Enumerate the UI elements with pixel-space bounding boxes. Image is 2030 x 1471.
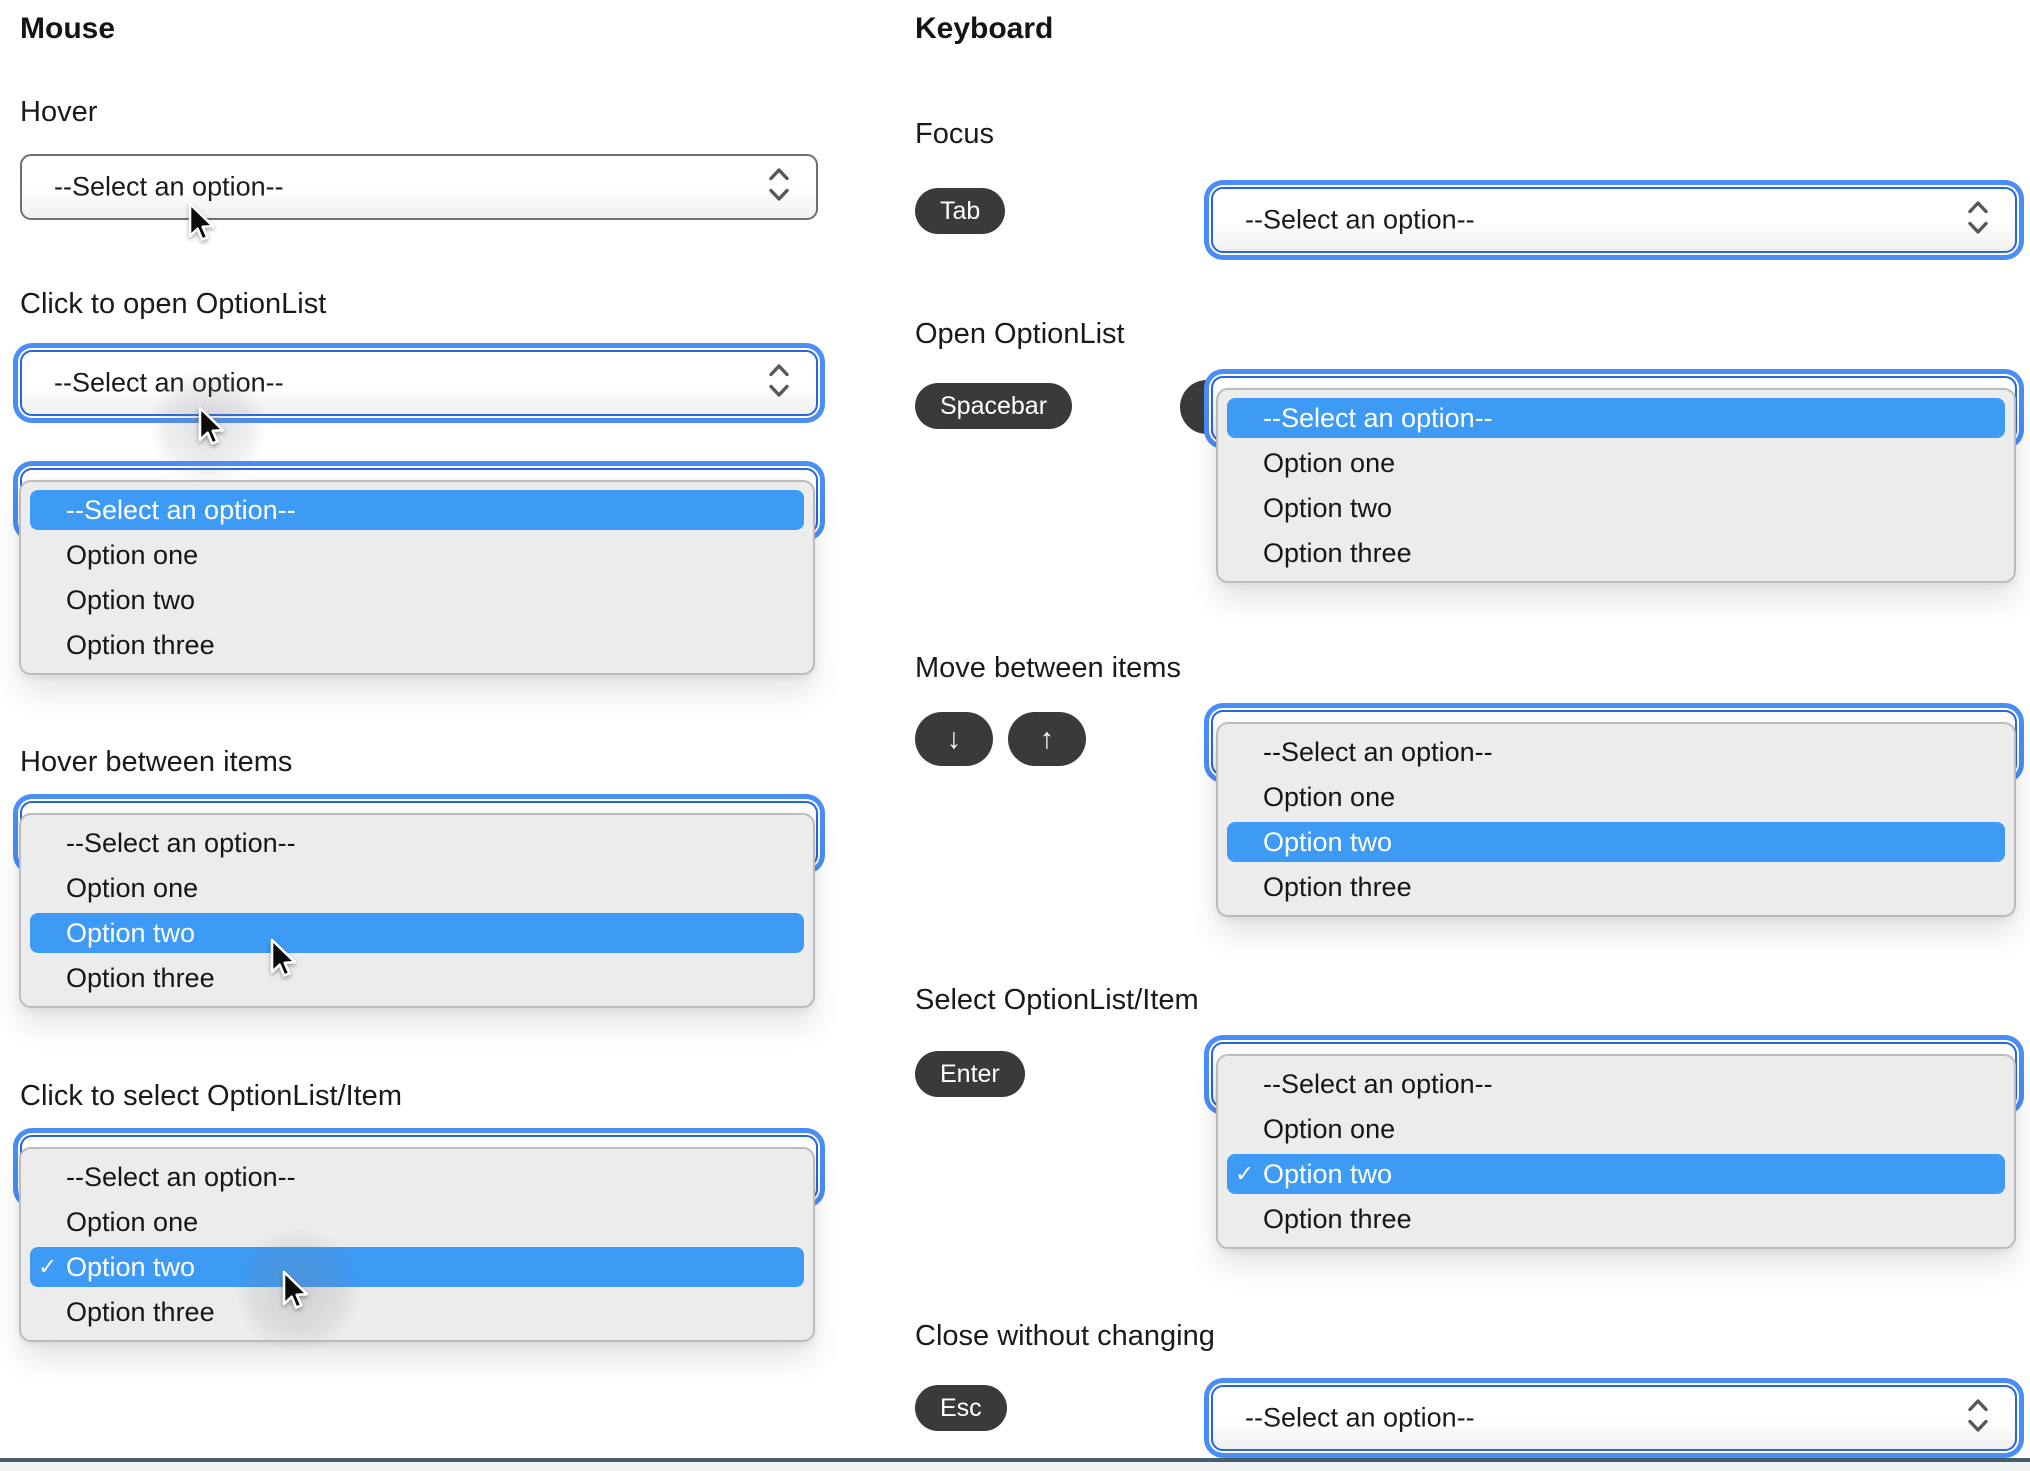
- option-label: Option one: [66, 1206, 199, 1237]
- chevron-up-down-icon: [1965, 198, 1991, 243]
- optionlist-panel: --Select an option-- Option one Option t…: [19, 480, 815, 675]
- key-enter: Enter: [915, 1051, 1025, 1097]
- mouse-cursor-icon: [270, 938, 297, 977]
- option-item[interactable]: --Select an option--: [30, 823, 804, 863]
- option-label: --Select an option--: [66, 494, 296, 525]
- option-item-checked[interactable]: ✓ Option two: [1227, 1154, 2005, 1194]
- mouse-cursor-icon: [198, 406, 225, 445]
- option-label: Option one: [1263, 1113, 1396, 1144]
- option-label: Option three: [1263, 1203, 1412, 1234]
- key-arrow-up: ↑: [1008, 712, 1086, 766]
- section-label-move: Move between items: [915, 652, 1181, 684]
- option-label: --Select an option--: [1263, 736, 1493, 767]
- section-label-hover: Hover: [20, 96, 98, 128]
- option-item[interactable]: --Select an option--: [1227, 732, 2005, 772]
- option-item[interactable]: Option three: [30, 1292, 804, 1332]
- option-item[interactable]: Option three: [30, 958, 804, 998]
- select-focused-click-open[interactable]: --Select an option--: [20, 350, 818, 416]
- chevron-up-down-icon: [766, 165, 792, 210]
- option-label: Option one: [1263, 781, 1396, 812]
- checkmark-icon: ✓: [1235, 1160, 1255, 1187]
- option-item[interactable]: --Select an option--: [1227, 1064, 2005, 1104]
- option-item[interactable]: --Select an option--: [30, 1157, 804, 1197]
- option-label: Option two: [66, 1251, 196, 1282]
- optionlist-panel: --Select an option-- Option one Option t…: [1216, 722, 2016, 917]
- select-value: --Select an option--: [54, 171, 284, 202]
- section-label-select: Select OptionList/Item: [915, 984, 1199, 1016]
- option-item-highlighted[interactable]: Option two: [30, 913, 804, 953]
- optionlist-panel: --Select an option-- Option one ✓ Option…: [19, 1147, 815, 1342]
- select-closed-hover[interactable]: --Select an option--: [20, 154, 818, 220]
- option-item[interactable]: Option one: [30, 868, 804, 908]
- section-label-focus: Focus: [915, 118, 994, 150]
- option-item[interactable]: Option three: [1227, 1199, 2005, 1239]
- optionlist-panel: --Select an option-- Option one ✓ Option…: [1216, 1054, 2016, 1249]
- arrow-down-icon: ↓: [946, 722, 962, 755]
- key-spacebar: Spacebar: [915, 383, 1073, 429]
- option-item[interactable]: Option two: [30, 580, 804, 620]
- mouse-column-title: Mouse: [20, 12, 116, 45]
- optionlist-panel: --Select an option-- Option one Option t…: [19, 813, 815, 1008]
- key-esc: Esc: [915, 1385, 1007, 1431]
- option-label: Option two: [1263, 1158, 1393, 1189]
- option-label: Option two: [66, 917, 196, 948]
- key-arrow-down: ↓: [915, 712, 993, 766]
- option-item-highlighted[interactable]: --Select an option--: [1227, 398, 2005, 438]
- select-value: --Select an option--: [1245, 204, 1475, 235]
- option-label: Option one: [66, 539, 199, 570]
- option-item[interactable]: Option one: [1227, 777, 2005, 817]
- option-item[interactable]: Option three: [1227, 533, 2005, 573]
- optionlist-panel: --Select an option-- Option one Option t…: [1216, 388, 2016, 583]
- option-label: --Select an option--: [1263, 1068, 1493, 1099]
- option-label: Option three: [1263, 537, 1412, 568]
- option-item[interactable]: Option two: [1227, 488, 2005, 528]
- chevron-up-down-icon: [1965, 1396, 1991, 1441]
- option-label: Option one: [1263, 447, 1396, 478]
- checkmark-icon: ✓: [38, 1253, 58, 1280]
- option-label: Option two: [1263, 826, 1393, 857]
- mouse-cursor-icon: [282, 1270, 309, 1309]
- option-label: --Select an option--: [1263, 402, 1493, 433]
- option-label: Option three: [66, 1296, 215, 1327]
- section-label-click-select: Click to select OptionList/Item: [20, 1080, 402, 1112]
- option-item[interactable]: Option one: [1227, 1109, 2005, 1149]
- option-item[interactable]: Option one: [1227, 443, 2005, 483]
- option-label: Option two: [66, 584, 196, 615]
- section-label-click-open: Click to open OptionList: [20, 288, 327, 320]
- chevron-up-down-icon: [766, 361, 792, 406]
- key-tab: Tab: [915, 188, 1006, 234]
- option-label: Option two: [1263, 492, 1393, 523]
- option-label: Option one: [66, 872, 199, 903]
- mouse-cursor-icon: [188, 202, 215, 241]
- option-label: --Select an option--: [66, 827, 296, 858]
- option-label: --Select an option--: [66, 1161, 296, 1192]
- option-item[interactable]: Option three: [30, 625, 804, 665]
- option-label: Option three: [66, 629, 215, 660]
- section-label-hover-items: Hover between items: [20, 746, 293, 778]
- option-item-checked[interactable]: ✓ Option two: [30, 1247, 804, 1287]
- bottom-divider: [0, 1458, 2030, 1462]
- select-value: --Select an option--: [54, 367, 284, 398]
- option-item-highlighted[interactable]: --Select an option--: [30, 490, 804, 530]
- section-label-close: Close without changing: [915, 1320, 1215, 1352]
- option-label: Option three: [66, 962, 215, 993]
- section-label-open: Open OptionList: [915, 318, 1125, 350]
- select-value: --Select an option--: [1245, 1402, 1475, 1433]
- option-item-highlighted[interactable]: Option two: [1227, 822, 2005, 862]
- option-item[interactable]: Option one: [30, 535, 804, 575]
- option-label: Option three: [1263, 871, 1412, 902]
- option-item[interactable]: Option one: [30, 1202, 804, 1242]
- select-focused-close[interactable]: --Select an option--: [1211, 1385, 2017, 1451]
- option-item[interactable]: Option three: [1227, 867, 2005, 907]
- keyboard-column-title: Keyboard: [915, 12, 1054, 45]
- select-focused-keyboard[interactable]: --Select an option--: [1211, 187, 2017, 253]
- bottom-divider-strip: [0, 1462, 2030, 1471]
- arrow-up-icon: ↑: [1039, 722, 1055, 755]
